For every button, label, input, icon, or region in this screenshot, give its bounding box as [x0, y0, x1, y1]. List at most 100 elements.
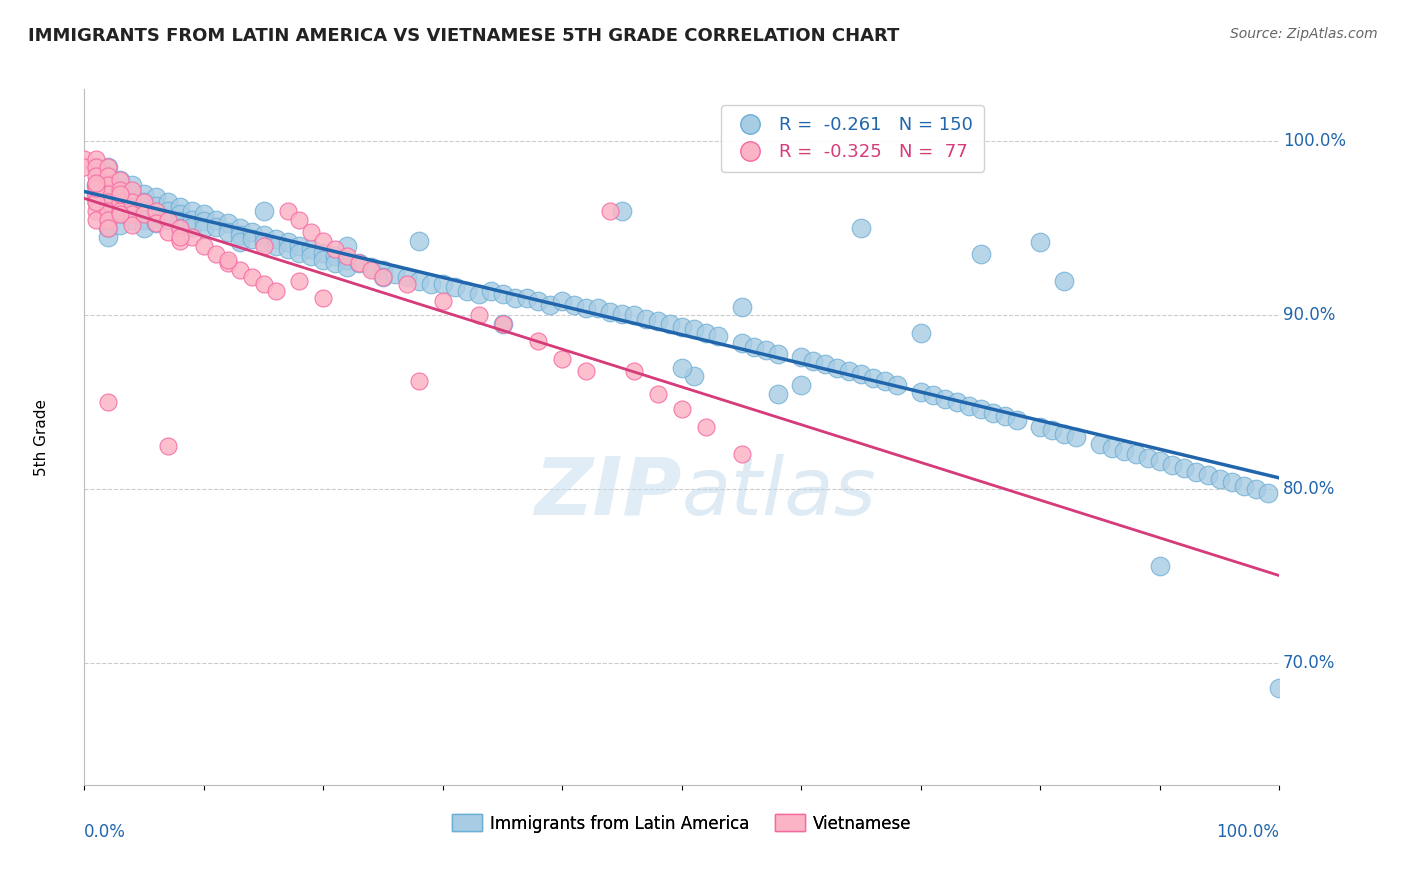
- Point: [766, 386, 789, 401]
- Point: [97, 161, 120, 175]
- Point: [851, 368, 873, 382]
- Point: [479, 284, 502, 298]
- Point: [86, 169, 108, 183]
- Point: [264, 284, 287, 298]
- Point: [1233, 479, 1256, 493]
- Point: [575, 301, 598, 316]
- Point: [312, 291, 335, 305]
- Point: [205, 219, 228, 234]
- Point: [97, 178, 120, 192]
- Point: [73, 161, 96, 175]
- Point: [157, 212, 180, 227]
- Point: [97, 395, 120, 409]
- Point: [731, 447, 754, 462]
- Point: [97, 186, 120, 201]
- Point: [373, 270, 395, 285]
- Point: [217, 225, 239, 239]
- Point: [169, 221, 191, 235]
- Text: 0.0%: 0.0%: [84, 823, 127, 841]
- Point: [1053, 426, 1076, 441]
- Point: [875, 375, 897, 389]
- Point: [814, 357, 837, 371]
- Point: [157, 212, 180, 227]
- Point: [288, 212, 311, 227]
- Point: [492, 287, 515, 301]
- Point: [803, 353, 825, 368]
- Point: [145, 216, 167, 230]
- Point: [456, 284, 478, 298]
- Point: [1114, 444, 1136, 458]
- Point: [193, 214, 215, 228]
- Point: [970, 402, 993, 417]
- Point: [97, 230, 120, 244]
- Point: [205, 212, 228, 227]
- Point: [695, 326, 717, 340]
- Point: [790, 350, 813, 364]
- Point: [110, 201, 132, 215]
- Point: [110, 186, 132, 201]
- Point: [492, 317, 515, 331]
- Point: [1197, 468, 1219, 483]
- Point: [193, 238, 215, 252]
- Point: [671, 360, 693, 375]
- Point: [301, 225, 323, 239]
- Point: [229, 235, 252, 250]
- Point: [360, 263, 382, 277]
- Point: [288, 245, 311, 260]
- Point: [827, 360, 849, 375]
- Point: [145, 207, 167, 221]
- Point: [970, 247, 993, 261]
- Point: [981, 406, 1004, 420]
- Point: [1066, 430, 1088, 444]
- Point: [110, 172, 132, 186]
- Point: [564, 298, 586, 312]
- Point: [588, 301, 610, 316]
- Point: [193, 221, 215, 235]
- Point: [838, 364, 860, 378]
- Point: [420, 277, 443, 291]
- Point: [396, 270, 419, 285]
- Point: [110, 172, 132, 186]
- Point: [516, 291, 538, 305]
- Point: [121, 207, 143, 221]
- Point: [636, 311, 658, 326]
- Point: [132, 195, 156, 210]
- Point: [86, 152, 108, 166]
- Point: [1257, 485, 1279, 500]
- Point: [121, 186, 143, 201]
- Point: [132, 221, 156, 235]
- Point: [349, 256, 371, 270]
- Point: [86, 181, 108, 195]
- Point: [612, 203, 634, 218]
- Point: [97, 186, 120, 201]
- Point: [145, 190, 167, 204]
- Point: [325, 242, 347, 256]
- Point: [73, 152, 96, 166]
- Point: [121, 212, 143, 227]
- Point: [86, 178, 108, 192]
- Point: [623, 308, 645, 322]
- Point: [527, 294, 550, 309]
- Point: [312, 234, 335, 248]
- Point: [277, 203, 299, 218]
- Point: [432, 277, 454, 291]
- Point: [408, 234, 430, 248]
- Point: [86, 161, 108, 175]
- Point: [97, 169, 120, 183]
- Point: [110, 183, 132, 197]
- Point: [97, 203, 120, 218]
- Point: [910, 384, 932, 399]
- Point: [240, 232, 263, 246]
- Point: [349, 256, 371, 270]
- Point: [301, 249, 323, 263]
- Text: 80.0%: 80.0%: [1284, 480, 1336, 499]
- Point: [132, 195, 156, 210]
- Point: [132, 203, 156, 218]
- Point: [1161, 458, 1184, 472]
- Point: [851, 221, 873, 235]
- Point: [169, 214, 191, 228]
- Point: [408, 375, 430, 389]
- Point: [373, 263, 395, 277]
- Point: [336, 260, 359, 274]
- Point: [503, 291, 526, 305]
